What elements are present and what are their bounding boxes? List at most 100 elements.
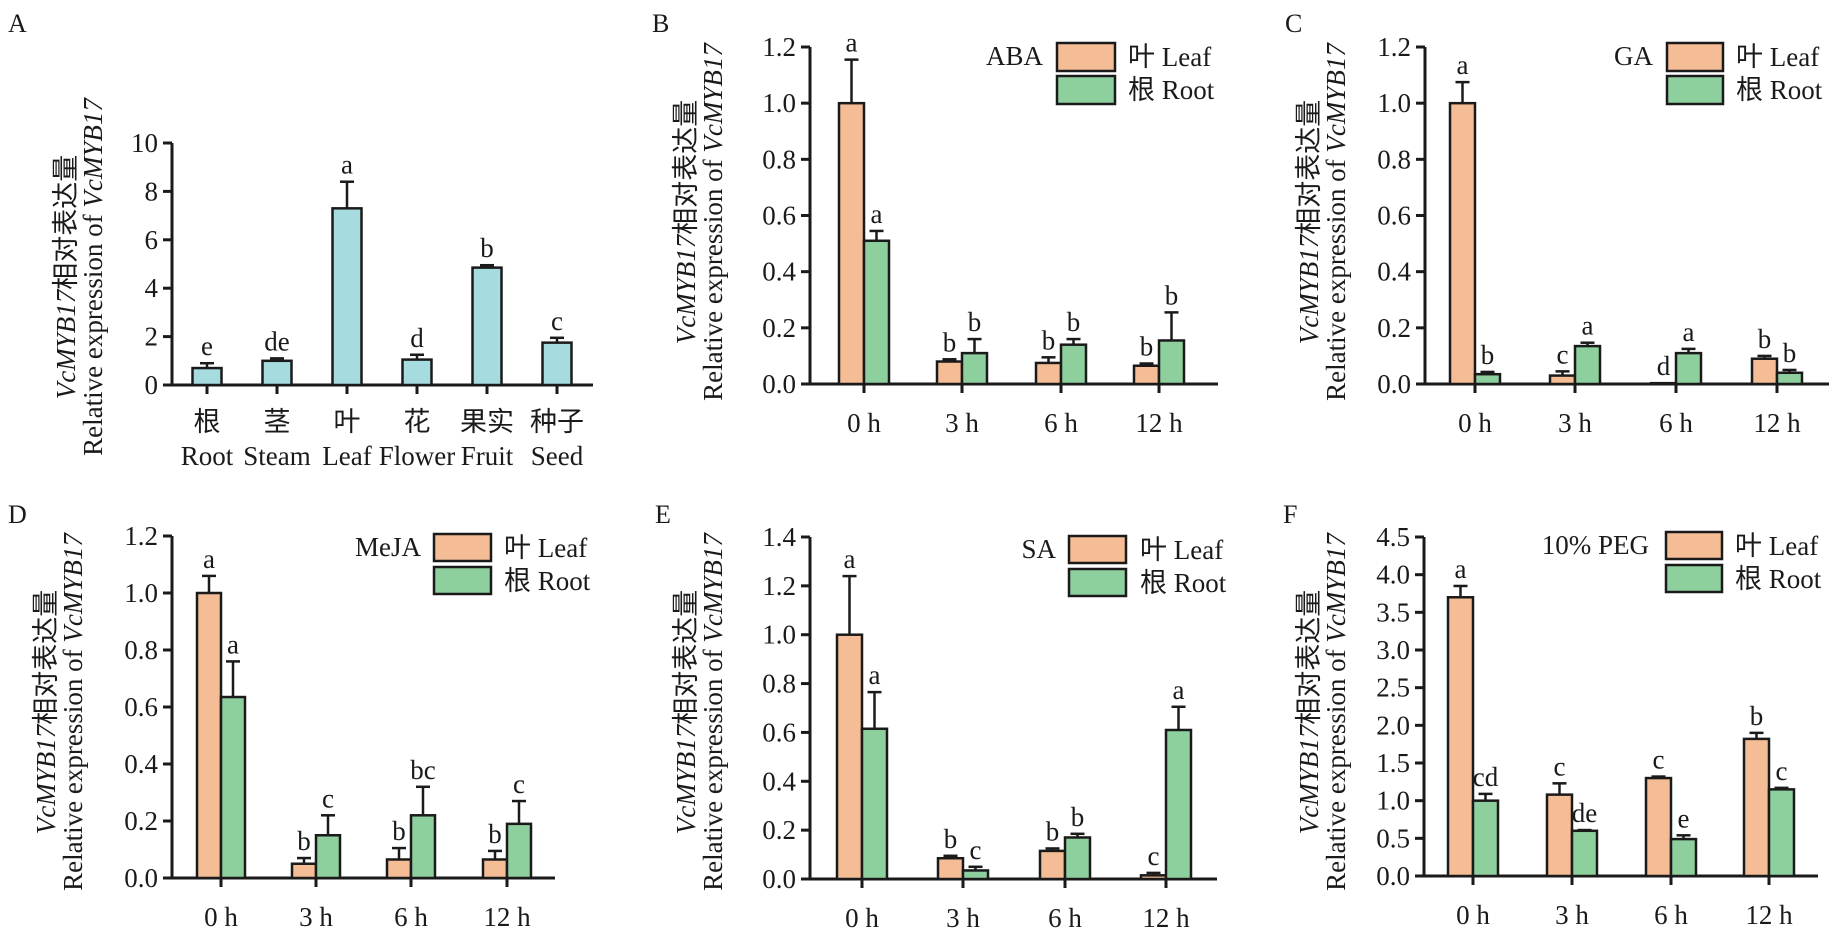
x-tick-label: Flower — [379, 441, 456, 471]
bar-leaf — [385, 858, 413, 880]
significance-letter: c — [1148, 841, 1160, 871]
bar-leaf — [195, 591, 223, 880]
legend-label-leaf: 叶 Leaf — [1140, 535, 1223, 565]
x-tick-label: 12 h — [1745, 900, 1793, 930]
bar-tissue — [541, 341, 573, 387]
y-tick-label: 1.5 — [1376, 748, 1410, 778]
significance-letter: c — [1557, 339, 1569, 369]
y-axis-title-gene: VcMYB17 — [1321, 42, 1351, 153]
significance-letter: b — [1042, 325, 1056, 355]
significance-letter: a — [1683, 317, 1695, 347]
bar-root — [1471, 799, 1500, 878]
significance-letter: b — [944, 824, 958, 854]
significance-letter: b — [480, 233, 494, 263]
significance-letter: a — [846, 28, 858, 58]
y-axis-title-en: Relative expression of — [1321, 643, 1351, 891]
y-axis-title-gene: VcMYB17 — [1294, 233, 1324, 344]
legend-swatch-leaf — [1067, 534, 1128, 565]
significance-letter: a — [1455, 554, 1467, 584]
bar-leaf — [1545, 793, 1574, 878]
y-axis-title-gene: VcMYB17 — [51, 288, 81, 399]
y-tick-label: 1.0 — [1376, 786, 1410, 816]
x-tick-label-cn: 叶 — [334, 407, 361, 437]
significance-letter: b — [968, 307, 982, 337]
bar-leaf — [481, 858, 509, 880]
y-tick-label: 0.2 — [762, 313, 796, 343]
bar-root — [1063, 836, 1092, 881]
significance-letter: b — [1758, 324, 1772, 354]
y-tick-label: 0.8 — [124, 635, 158, 665]
x-tick-label: 12 h — [1753, 408, 1801, 438]
panel-letter: E — [655, 500, 671, 529]
x-tick-label: 12 h — [1142, 903, 1190, 933]
y-tick-label: 0.4 — [1377, 257, 1411, 287]
y-tick-label: 1.0 — [762, 88, 796, 118]
legend-label-leaf: 叶 Leaf — [1736, 42, 1819, 72]
significance-letter: a — [869, 660, 881, 690]
bar-tissue — [261, 359, 293, 387]
y-axis-title-line1: VcMYB17相对表达量 — [671, 100, 701, 344]
x-tick-label: 3 h — [945, 408, 979, 438]
bar-leaf — [1548, 374, 1577, 386]
x-tick-label: 6 h — [1654, 900, 1688, 930]
significance-letter: a — [203, 544, 215, 574]
y-axis-title-gene: VcMYB17 — [31, 723, 61, 834]
x-tick-label: 6 h — [1659, 408, 1693, 438]
treatment-label: MeJA — [355, 532, 421, 562]
significance-letter: a — [1173, 675, 1185, 705]
significance-letter: b — [1071, 802, 1085, 832]
x-tick-label: Leaf — [322, 441, 371, 471]
significance-letter: d — [1657, 351, 1671, 381]
significance-letter: a — [1457, 50, 1469, 80]
legend-swatch-leaf — [1055, 41, 1117, 73]
y-tick-label: 0.4 — [124, 749, 158, 779]
significance-letter: e — [201, 331, 213, 361]
significance-letter: bc — [410, 755, 436, 785]
y-tick-label: 1.0 — [124, 578, 158, 608]
bar-root — [1573, 344, 1602, 386]
legend-swatch-leaf — [1665, 41, 1725, 73]
bar-root — [1059, 343, 1088, 386]
y-tick-label: 0.2 — [124, 806, 158, 836]
panel-letter: F — [1283, 500, 1297, 529]
y-tick-label: 0.0 — [762, 864, 796, 894]
bar-leaf — [1649, 381, 1678, 386]
bar-root — [1669, 837, 1698, 878]
treatment-label: ABA — [986, 41, 1044, 71]
panel-letter: B — [652, 9, 669, 38]
y-tick-label: 0.0 — [1377, 369, 1411, 399]
legend-label-leaf: 叶 Leaf — [1128, 42, 1211, 72]
y-axis-title-en: Relative expression of — [78, 208, 108, 456]
significance-letter: c — [1554, 751, 1566, 781]
y-tick-label: 8 — [145, 176, 159, 206]
y-tick-label: 1.2 — [124, 521, 158, 551]
y-axis-title-en: Relative expression of — [698, 153, 728, 401]
legend-swatch-root — [1664, 563, 1724, 594]
y-axis-title-line1: VcMYB17相对表达量 — [671, 590, 701, 834]
y-axis-title-line2: Relative expression of VcMYB17 — [1321, 42, 1351, 401]
y-tick-label: 4.5 — [1376, 522, 1410, 552]
x-tick-label: Seed — [531, 441, 584, 471]
legend-swatch-root — [1067, 567, 1128, 598]
y-tick-label: 0.8 — [762, 144, 796, 174]
significance-letter: c — [513, 769, 525, 799]
bar-leaf — [1139, 874, 1168, 881]
y-axis-title-en: Relative expression of — [58, 643, 88, 891]
legend-label-root: 根 Root — [504, 566, 591, 596]
y-axis-title-gene: VcMYB17 — [698, 42, 728, 153]
y-axis-title-en: Relative expression of — [698, 643, 728, 891]
legend-swatch-root — [1055, 74, 1117, 106]
significance-letter: b — [943, 327, 957, 357]
bar-root — [1164, 728, 1193, 881]
bar-tissue — [471, 266, 503, 387]
significance-letter: d — [410, 323, 424, 353]
bar-leaf — [835, 633, 864, 881]
y-axis-title-line1: VcMYB17相对表达量 — [51, 155, 81, 399]
bar-root — [1767, 788, 1796, 878]
bar-root — [862, 239, 891, 386]
y-axis-title-line2: Relative expression of VcMYB17 — [698, 532, 728, 891]
treatment-label: SA — [1021, 534, 1056, 564]
